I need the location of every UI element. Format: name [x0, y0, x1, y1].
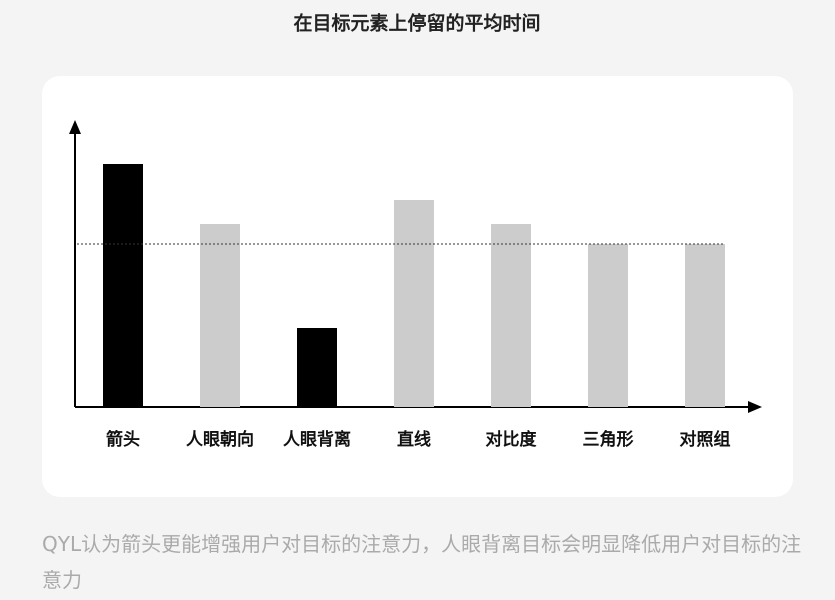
x-tick-label: 对照组: [680, 429, 731, 450]
chart: 在目标元素上停留的平均时间 箭头 人眼朝向 人眼背离 直线 对比度 三角形 对照组: [42, 12, 793, 497]
x-tick-label: 箭头: [106, 429, 140, 450]
chart-title: 在目标元素上停留的平均时间: [293, 12, 540, 35]
bar: [588, 244, 628, 407]
x-tick-label: 对比度: [486, 429, 538, 450]
bar: [685, 244, 725, 407]
y-arrow: [69, 120, 81, 134]
bar: [103, 164, 143, 407]
caption: QYL认为箭头更能增强用户对目标的注意力，人眼背离目标会明显降低用户对目标的注意…: [42, 532, 802, 592]
bar: [491, 224, 531, 407]
x-tick-label: 人眼背离: [283, 429, 351, 450]
bar: [200, 224, 240, 407]
x-arrow: [748, 401, 762, 413]
bar: [394, 200, 434, 407]
bar: [297, 328, 337, 407]
x-tick-label: 直线: [397, 429, 431, 450]
x-tick-label: 人眼朝向: [186, 429, 254, 450]
x-tick-label: 三角形: [583, 429, 634, 450]
